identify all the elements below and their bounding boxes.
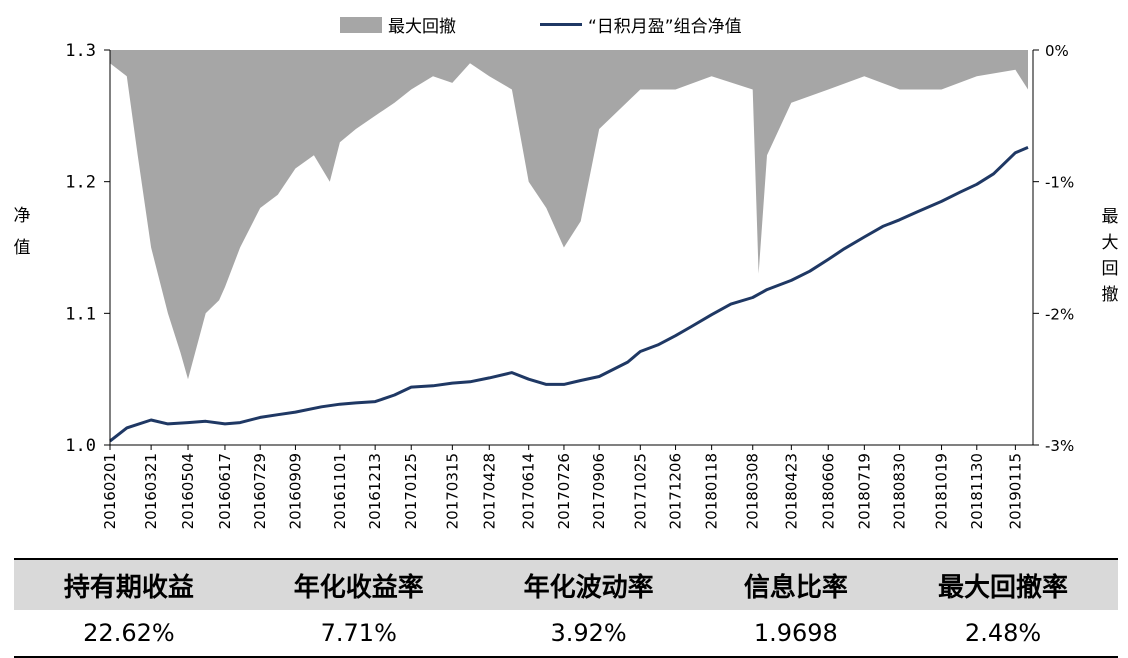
- stats-header-annual-volatility: 年化波动率: [473, 558, 704, 610]
- right-tick-label: -2%: [1045, 305, 1074, 323]
- x-tick-label: 20160504: [179, 453, 197, 529]
- legend-item-nav: “日积月盈”组合净值: [540, 12, 742, 37]
- left-axis-title: 净值: [13, 206, 31, 258]
- x-tick-label: 20190115: [1006, 453, 1024, 529]
- stats-header-annual-return: 年化收益率: [243, 558, 474, 610]
- legend-swatch-nav: [540, 23, 582, 26]
- legend-swatch-drawdown: [340, 16, 382, 33]
- x-tick-label: 20170315: [443, 453, 461, 529]
- x-tick-label: 20181019: [933, 453, 951, 529]
- x-tick-label: 20161101: [331, 453, 349, 529]
- x-tick-label: 20181130: [968, 453, 986, 529]
- legend-label-drawdown: 最大回撤: [388, 17, 456, 37]
- stats-header-max-drawdown: 最大回撤率: [888, 558, 1118, 610]
- stats-value-max-drawdown: 2.48%: [888, 610, 1118, 658]
- stats-header-holding-return: 持有期收益: [14, 558, 244, 610]
- left-tick-label: 1.1: [65, 304, 96, 324]
- stats-table: 持有期收益 年化收益率 年化波动率 信息比率 最大回撤率 22.62% 7.71…: [14, 558, 1118, 658]
- x-tick-label: 20160321: [142, 453, 160, 529]
- stats-value-holding-return: 22.62%: [14, 610, 244, 658]
- left-tick-label: 1.0: [65, 436, 96, 456]
- x-tick-label: 20180308: [744, 453, 762, 529]
- x-tick-label: 20160617: [216, 453, 234, 529]
- stats-header-info-ratio: 信息比率: [703, 558, 889, 610]
- stats-value-info-ratio: 1.9698: [703, 610, 889, 658]
- x-tick-label: 20170428: [480, 453, 498, 529]
- nav-line: [109, 146, 1029, 443]
- legend-label-nav: “日积月盈”组合净值: [588, 17, 742, 37]
- stats-value-annual-volatility: 3.92%: [473, 610, 704, 658]
- x-tick-label: 20170614: [520, 453, 538, 529]
- legend-item-drawdown: 最大回撤: [340, 12, 456, 37]
- right-tick-label: -3%: [1045, 437, 1074, 455]
- x-tick-label: 20171025: [631, 453, 649, 529]
- x-tick-label: 20170726: [555, 453, 573, 529]
- x-tick-label: 20180423: [782, 453, 800, 529]
- right-tick-label: 0%: [1045, 42, 1069, 60]
- left-tick-label: 1.2: [65, 173, 96, 193]
- left-tick-label: 1.3: [65, 41, 96, 61]
- x-tick-label: 20160201: [101, 453, 119, 529]
- chart: 1.3 1.2 1.1 1.0 0% -1% -2% -3% 20160201 20160321…: [65, 41, 1074, 529]
- x-tick-label: 20180830: [891, 453, 909, 529]
- x-tick-label: 20161213: [366, 453, 384, 529]
- right-axis-title: 最大回撤: [1101, 207, 1119, 305]
- x-tick-label: 20180719: [855, 453, 873, 529]
- stats-value-annual-return: 7.71%: [243, 610, 474, 658]
- x-tick-label: 20170125: [402, 453, 420, 529]
- right-tick-label: -1%: [1045, 174, 1074, 192]
- stats-value-row: 22.62% 7.71% 3.92% 1.9698 2.48%: [14, 610, 1118, 658]
- legend: 最大回撤 “日积月盈”组合净值: [0, 12, 1128, 42]
- x-tick-label: 20171206: [667, 453, 685, 529]
- nav-line-series: [109, 146, 1029, 443]
- x-tick-label: 20170906: [590, 453, 608, 529]
- x-tick-label: 20180606: [819, 453, 837, 529]
- x-tick-label: 20160909: [286, 453, 304, 529]
- axes: 1.3 1.2 1.1 1.0 0% -1% -2% -3%: [65, 41, 1074, 456]
- stats-header-row: 持有期收益 年化收益率 年化波动率 信息比率 最大回撤率: [14, 558, 1118, 610]
- drawdown-area-series: [110, 50, 1028, 380]
- x-tick-label: 20180118: [703, 453, 721, 529]
- x-axis-ticks: 20160201 20160321 20160504 20160617 20160729…: [101, 445, 1024, 529]
- x-tick-label: 20160729: [251, 453, 269, 529]
- drawdown-area: [110, 50, 1028, 380]
